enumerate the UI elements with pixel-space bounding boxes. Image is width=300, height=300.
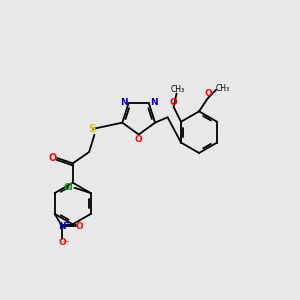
Text: O: O [169,98,177,107]
Text: O: O [58,238,66,247]
Text: S: S [88,124,96,134]
Text: CH₃: CH₃ [216,84,230,93]
Text: N: N [150,98,158,107]
Text: O: O [135,135,142,144]
Text: +: + [64,220,70,226]
Text: O: O [49,153,57,163]
Text: N: N [120,98,127,107]
Text: Cl: Cl [63,183,73,192]
Text: N: N [58,223,66,232]
Text: O: O [205,89,212,98]
Text: ⁻: ⁻ [65,238,69,247]
Text: CH₃: CH₃ [170,85,184,94]
Text: O: O [76,222,83,231]
